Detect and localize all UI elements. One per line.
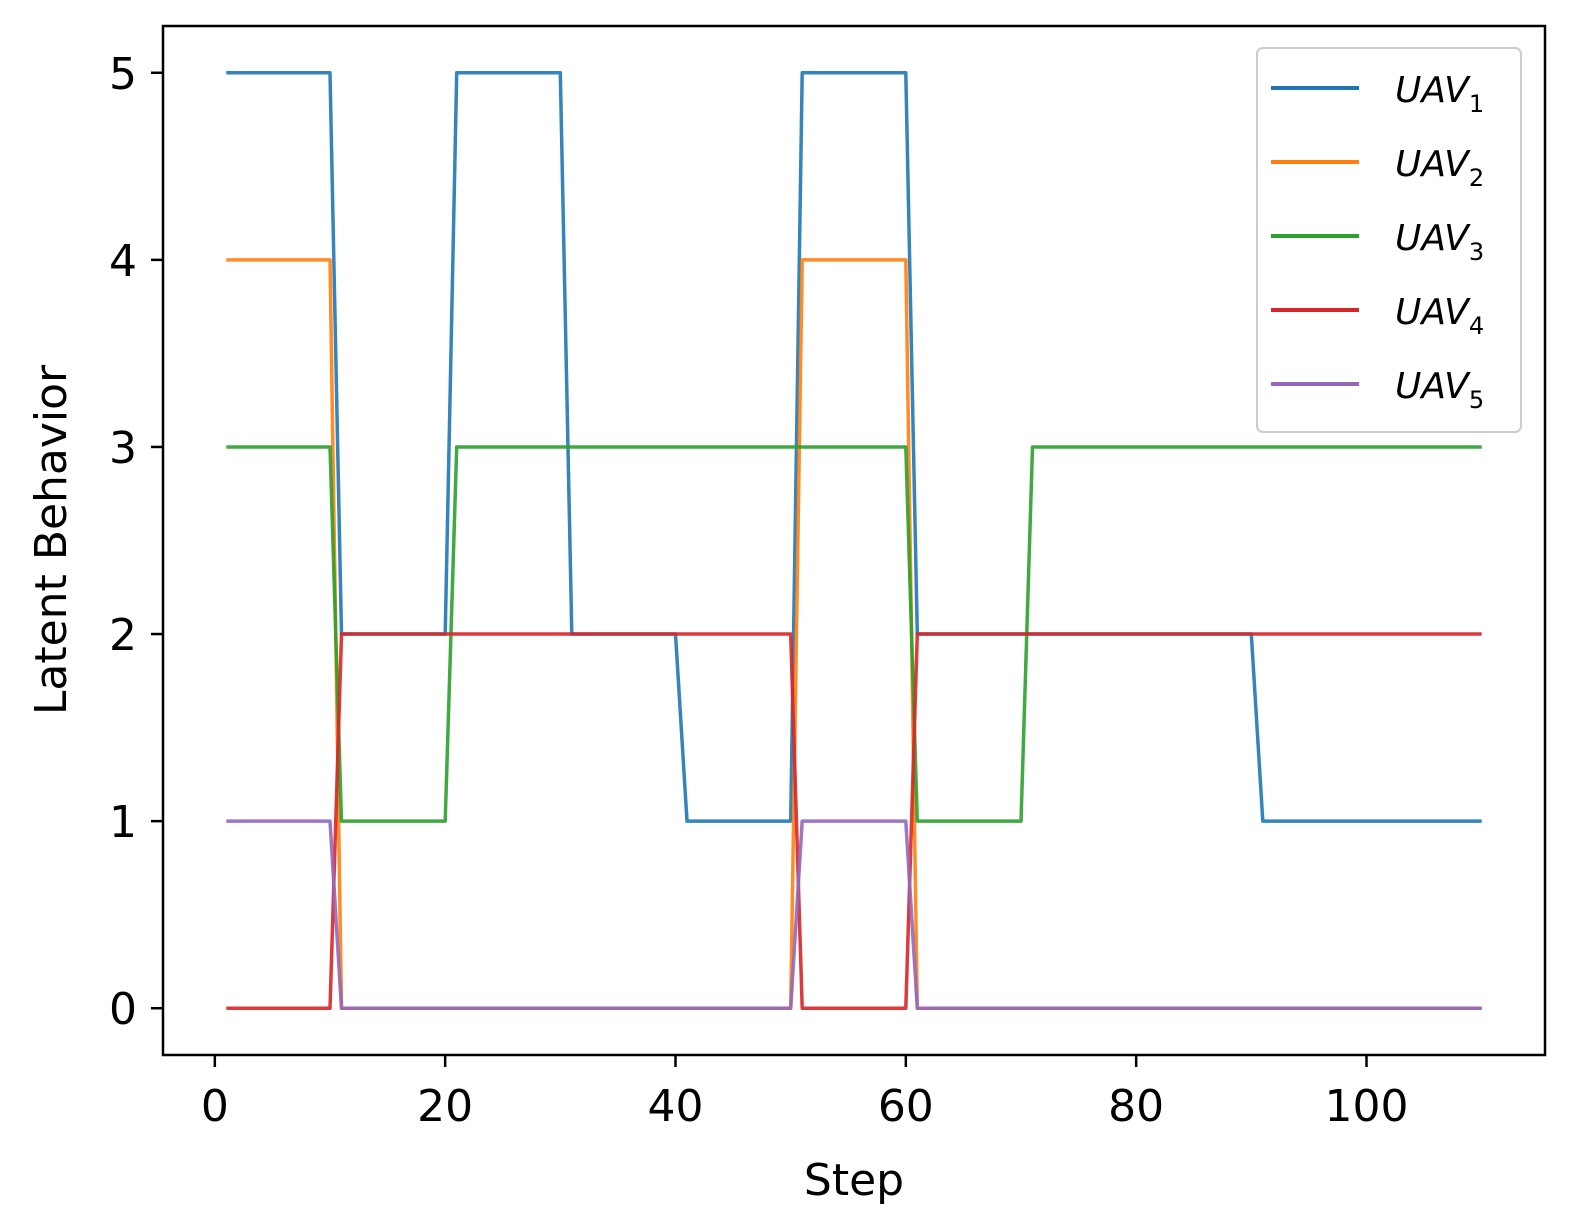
- series-line-uav-2: [226, 258, 1482, 1010]
- y-tick-label: 3: [109, 423, 137, 474]
- plot-frame: [161, 24, 1547, 1057]
- y-tick-label: 4: [109, 236, 137, 287]
- x-tick-label: 0: [201, 1081, 229, 1132]
- x-tick-label: 100: [1324, 1081, 1408, 1132]
- y-tick-label: 5: [109, 49, 137, 100]
- x-axis-label: Step: [804, 1155, 904, 1206]
- legend: UAV1 UAV2 UAV3 UAV4 UAV5: [1256, 47, 1522, 433]
- plot-lines: [226, 71, 1482, 1010]
- legend-box: [1256, 47, 1522, 433]
- legend-label-uav-3: UAV3: [1395, 218, 1484, 266]
- x-tick-label: 80: [1108, 1081, 1164, 1132]
- x-tick-label: 40: [647, 1081, 703, 1132]
- x-tick-label: 20: [417, 1081, 473, 1132]
- x-axis: 0 20 40 60 80 100: [201, 1055, 1408, 1132]
- series-line-uav-4: [226, 632, 1482, 1010]
- legend-label-uav-5: UAV5: [1395, 366, 1484, 414]
- series-line-uav-5: [226, 819, 1482, 1010]
- y-tick-label: 1: [109, 797, 137, 848]
- x-tick-label: 60: [878, 1081, 934, 1132]
- y-axis-label: Latent Behavior: [26, 364, 77, 715]
- y-tick-label: 0: [109, 984, 137, 1035]
- y-tick-label: 2: [109, 610, 137, 661]
- y-axis: 0 1 2 3 4 5: [109, 49, 163, 1035]
- legend-label-uav-2: UAV2: [1395, 144, 1484, 192]
- legend-label-uav-4: UAV4: [1395, 292, 1484, 340]
- legend-label-uav-1: UAV1: [1395, 70, 1484, 118]
